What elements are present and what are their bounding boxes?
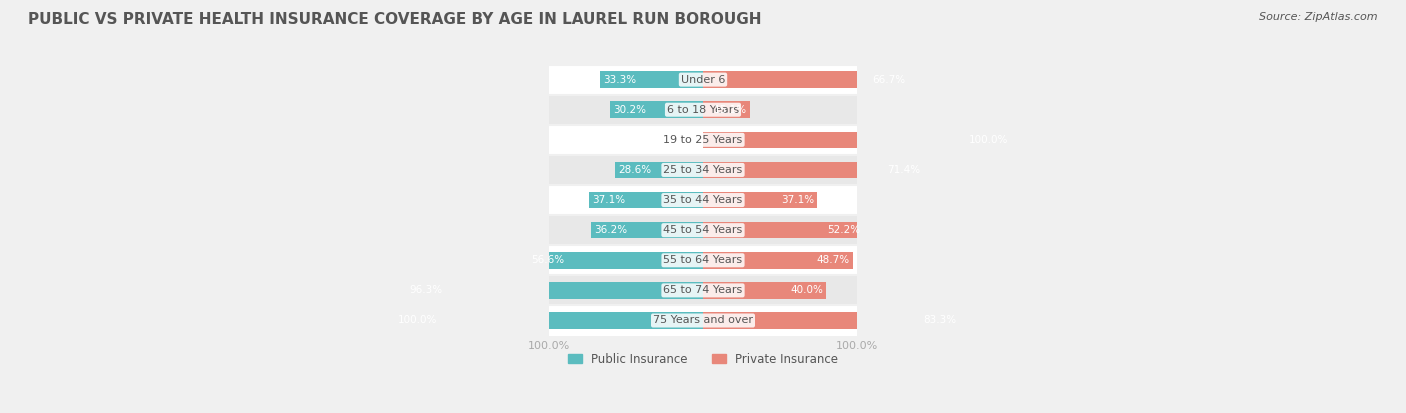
Text: 71.4%: 71.4%	[887, 165, 920, 175]
Text: 48.7%: 48.7%	[817, 255, 851, 265]
Bar	[703, 252, 853, 268]
Bar	[703, 222, 863, 238]
Text: 66.7%: 66.7%	[872, 75, 905, 85]
Bar	[240, 185, 858, 215]
Text: 36.2%: 36.2%	[595, 225, 627, 235]
Text: 30.2%: 30.2%	[613, 105, 645, 115]
Text: 52.2%: 52.2%	[828, 225, 860, 235]
Bar	[703, 71, 908, 88]
Text: 75 Years and over: 75 Years and over	[652, 316, 754, 325]
Text: 40.0%: 40.0%	[790, 285, 823, 295]
Bar	[592, 222, 703, 238]
Bar	[240, 125, 858, 155]
Bar	[614, 161, 703, 178]
Text: 55 to 64 Years: 55 to 64 Years	[664, 255, 742, 265]
Bar	[703, 102, 749, 118]
Bar	[240, 215, 858, 245]
Text: 6 to 18 Years: 6 to 18 Years	[666, 105, 740, 115]
Bar	[240, 306, 858, 335]
Bar	[240, 155, 858, 185]
Text: 56.6%: 56.6%	[531, 255, 565, 265]
Bar	[703, 312, 960, 329]
Bar	[406, 282, 703, 299]
Text: 37.1%: 37.1%	[592, 195, 624, 205]
Text: 25 to 34 Years: 25 to 34 Years	[664, 165, 742, 175]
Text: PUBLIC VS PRIVATE HEALTH INSURANCE COVERAGE BY AGE IN LAUREL RUN BOROUGH: PUBLIC VS PRIVATE HEALTH INSURANCE COVER…	[28, 12, 762, 27]
Bar	[600, 71, 703, 88]
Text: 35 to 44 Years: 35 to 44 Years	[664, 195, 742, 205]
Text: 100.0%: 100.0%	[969, 135, 1008, 145]
Bar	[703, 192, 817, 208]
Text: Under 6: Under 6	[681, 75, 725, 85]
Bar	[703, 132, 1011, 148]
Text: Source: ZipAtlas.com: Source: ZipAtlas.com	[1260, 12, 1378, 22]
Bar	[703, 161, 922, 178]
Text: 37.1%: 37.1%	[782, 195, 814, 205]
Text: 45 to 54 Years: 45 to 54 Years	[664, 225, 742, 235]
Text: 33.3%: 33.3%	[603, 75, 637, 85]
Text: 100.0%: 100.0%	[398, 316, 437, 325]
Bar	[703, 282, 827, 299]
Bar	[395, 312, 703, 329]
Bar	[610, 102, 703, 118]
Bar	[589, 192, 703, 208]
Text: 83.3%: 83.3%	[924, 316, 956, 325]
Text: 28.6%: 28.6%	[619, 165, 651, 175]
Text: 65 to 74 Years: 65 to 74 Years	[664, 285, 742, 295]
Bar	[240, 245, 858, 275]
Bar	[240, 64, 858, 95]
Text: 15.1%: 15.1%	[713, 105, 747, 115]
Bar	[529, 252, 703, 268]
Text: 96.3%: 96.3%	[409, 285, 443, 295]
Bar	[240, 275, 858, 306]
Text: 19 to 25 Years: 19 to 25 Years	[664, 135, 742, 145]
Bar	[240, 95, 858, 125]
Legend: Public Insurance, Private Insurance: Public Insurance, Private Insurance	[564, 348, 842, 370]
